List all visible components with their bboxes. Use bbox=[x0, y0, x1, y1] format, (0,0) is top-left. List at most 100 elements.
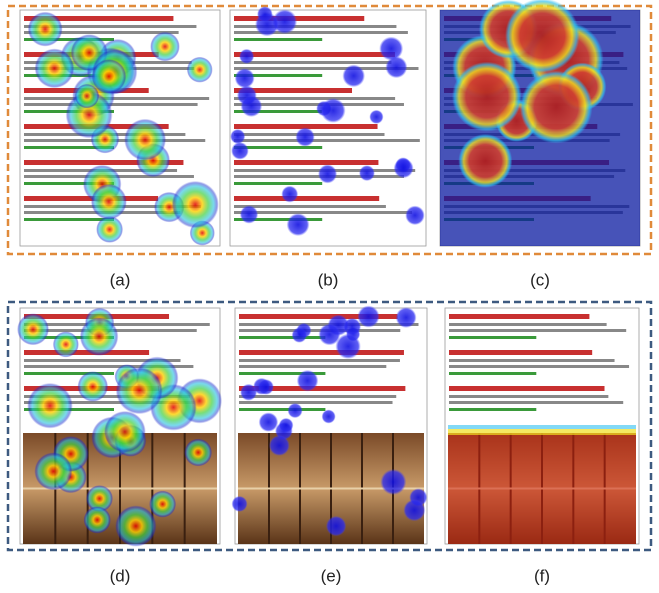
gaze-blob bbox=[115, 505, 156, 546]
gaze-blob bbox=[322, 410, 336, 424]
result-snippet bbox=[234, 61, 391, 64]
gaze-blob bbox=[172, 181, 219, 228]
gaze-blob bbox=[240, 205, 258, 223]
result-snippet bbox=[24, 97, 209, 100]
result-snippet bbox=[239, 401, 393, 404]
heatmap-edge bbox=[448, 429, 636, 435]
heatmap-region bbox=[448, 433, 636, 544]
gaze-blob bbox=[505, 0, 580, 73]
result-snippet bbox=[234, 139, 420, 142]
result-url bbox=[234, 38, 322, 41]
heatmap-edge bbox=[448, 425, 636, 429]
gaze-blob bbox=[231, 142, 249, 160]
gaze-blob bbox=[239, 49, 254, 64]
gaze-blob bbox=[396, 307, 417, 328]
gaze-blob bbox=[297, 370, 319, 392]
result-snippet bbox=[449, 359, 615, 362]
gaze-blob bbox=[17, 313, 49, 345]
gaze-blob bbox=[232, 496, 248, 512]
gaze-blob bbox=[321, 98, 346, 123]
result-url bbox=[449, 408, 536, 411]
result-snippet bbox=[449, 401, 623, 404]
gaze-blob bbox=[104, 411, 146, 453]
panel-label: (a) bbox=[110, 270, 131, 289]
gaze-blob bbox=[184, 439, 212, 467]
gaze-blob bbox=[53, 331, 79, 357]
gaze-blob bbox=[241, 95, 262, 116]
panel-label: (b) bbox=[318, 270, 339, 289]
gaze-blob bbox=[269, 435, 290, 456]
result-title bbox=[234, 160, 378, 165]
result-snippet bbox=[449, 395, 608, 398]
result-title bbox=[239, 350, 404, 355]
result-url bbox=[234, 182, 322, 185]
result-snippet bbox=[449, 323, 607, 326]
result-snippet bbox=[239, 365, 386, 368]
gaze-blob bbox=[84, 506, 111, 533]
gaze-blob bbox=[394, 158, 414, 178]
gaze-blob bbox=[379, 37, 403, 61]
gaze-blob bbox=[369, 110, 383, 124]
result-url bbox=[239, 336, 325, 339]
page: (a)(b)(c)(d)(e)(f) (() => { const data =… bbox=[0, 0, 659, 593]
gaze-blob bbox=[318, 164, 337, 183]
result-snippet bbox=[234, 205, 386, 208]
gaze-blob bbox=[279, 418, 294, 433]
gaze-blob bbox=[27, 383, 73, 429]
gaze-blob bbox=[187, 57, 213, 83]
result-url bbox=[239, 408, 325, 411]
gaze-blob bbox=[149, 491, 176, 518]
result-title bbox=[234, 16, 364, 21]
gaze-blob bbox=[116, 367, 163, 414]
gaze-blob bbox=[96, 216, 123, 243]
figure: (a) (b) (c) (d) (e) (f) bbox=[0, 0, 659, 593]
result-url bbox=[449, 336, 536, 339]
result-snippet bbox=[24, 323, 210, 326]
screenshot-panel bbox=[440, 0, 640, 246]
panels: (a) (b) (c) (d) (e) (f) bbox=[17, 0, 640, 585]
gaze-blob bbox=[281, 186, 298, 203]
gaze-blob bbox=[403, 499, 425, 521]
gaze-blob bbox=[35, 48, 75, 88]
gaze-blob bbox=[287, 213, 310, 236]
gaze-blob bbox=[452, 62, 522, 132]
gaze-blob bbox=[292, 327, 307, 342]
gaze-blob bbox=[34, 452, 72, 490]
gaze-blob bbox=[357, 305, 379, 327]
gaze-blob bbox=[124, 119, 166, 161]
screenshot-panel bbox=[445, 308, 639, 544]
gaze-blob bbox=[405, 206, 425, 226]
result-snippet bbox=[449, 365, 629, 368]
screenshot-panel bbox=[232, 305, 428, 544]
gaze-blob bbox=[230, 129, 245, 144]
gaze-blob bbox=[380, 469, 406, 495]
result-url bbox=[449, 372, 536, 375]
result-snippet bbox=[234, 211, 412, 214]
gaze-blob bbox=[295, 127, 314, 146]
gaze-blob bbox=[326, 516, 346, 536]
panel-label: (c) bbox=[530, 270, 550, 289]
gaze-blob bbox=[520, 71, 593, 144]
gaze-blob bbox=[91, 184, 127, 220]
gaze-blob bbox=[458, 134, 512, 188]
result-title bbox=[449, 314, 589, 319]
result-title bbox=[234, 196, 379, 201]
screenshot-panel bbox=[230, 6, 426, 246]
panel-label: (e) bbox=[321, 566, 342, 585]
result-snippet bbox=[239, 359, 400, 362]
result-title bbox=[449, 350, 592, 355]
result-title bbox=[234, 52, 395, 57]
gaze-blob bbox=[288, 403, 303, 418]
gaze-blob bbox=[77, 371, 108, 402]
gaze-blob bbox=[359, 165, 375, 181]
panel-label: (d) bbox=[110, 566, 131, 585]
gaze-blob bbox=[80, 317, 119, 356]
gaze-blob bbox=[235, 68, 255, 88]
gaze-blob bbox=[342, 65, 365, 88]
gaze-blob bbox=[257, 6, 273, 22]
result-snippet bbox=[449, 329, 626, 332]
gaze-blob bbox=[75, 84, 100, 109]
gaze-blob bbox=[28, 12, 63, 47]
panel-label: (f) bbox=[534, 566, 550, 585]
gaze-blob bbox=[335, 334, 360, 359]
